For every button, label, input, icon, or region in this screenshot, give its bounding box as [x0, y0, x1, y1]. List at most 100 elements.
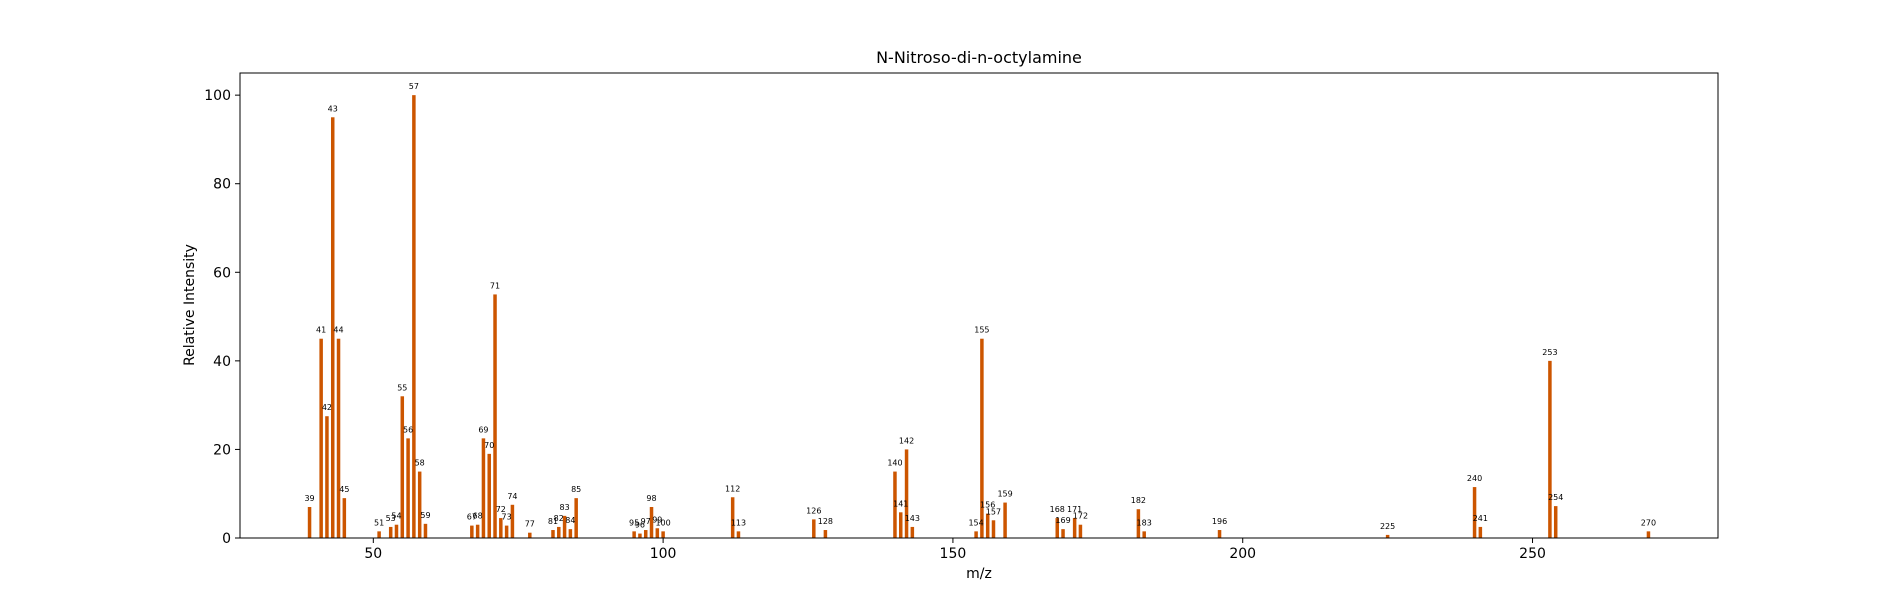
bar-label-mz-159: 159: [997, 490, 1012, 499]
bar-label-mz-99: 99: [652, 515, 662, 524]
bar-label-mz-70: 70: [484, 441, 494, 450]
bar-label-mz-45: 45: [339, 485, 349, 494]
bar-label-mz-182: 182: [1131, 496, 1146, 505]
bar-mz-143: [910, 526, 915, 538]
bar-label-mz-69: 69: [478, 425, 488, 434]
bar-mz-128: [823, 530, 828, 538]
bar-mz-85: [574, 498, 578, 538]
bar-label-mz-171: 171: [1067, 505, 1082, 514]
bar-label-mz-154: 154: [968, 518, 983, 527]
bar-label-mz-59: 59: [420, 511, 430, 520]
bar-label-mz-42: 42: [322, 403, 332, 412]
bar-mz-168: [1055, 518, 1059, 538]
bar-mz-39: [307, 507, 312, 538]
bar-label-mz-270: 270: [1641, 518, 1656, 527]
bar-label-mz-240: 240: [1467, 474, 1482, 483]
bar-label-mz-73: 73: [502, 513, 512, 522]
bar-mz-81: [551, 530, 555, 538]
bar-mz-41: [319, 338, 323, 538]
y-axis-ticks: 0 20 40 60 80 100: [204, 88, 240, 547]
bar-mz-171: [1072, 518, 1077, 538]
bar-mz-82: [557, 526, 561, 538]
bar-mz-100: [661, 531, 665, 538]
x-tick-label: 150: [940, 546, 967, 562]
bar-mz-241: [1478, 526, 1483, 538]
bar-mz-156: [985, 513, 990, 538]
x-axis-ticks: 50 100 150 200 250: [364, 538, 1546, 562]
bar-mz-253: [1548, 360, 1552, 538]
bar-label-mz-54: 54: [391, 512, 401, 521]
plot-frame: [239, 72, 1719, 539]
bar-mz-183: [1142, 531, 1146, 538]
y-tick-label: 0: [222, 531, 231, 547]
bar-mz-57: [412, 95, 416, 538]
bar-label-mz-71: 71: [490, 281, 500, 290]
bar-mz-53: [388, 526, 393, 538]
bar-label-mz-58: 58: [415, 459, 425, 468]
bar-label-mz-196: 196: [1212, 517, 1227, 526]
x-tick-label: 250: [1519, 546, 1546, 562]
bar-label-mz-51: 51: [374, 518, 384, 527]
bar-mz-72: [499, 518, 503, 538]
bar-label-mz-56: 56: [403, 425, 413, 434]
bar-mz-169: [1061, 529, 1065, 538]
bar-mz-67: [470, 525, 474, 538]
bar-label-mz-112: 112: [725, 484, 740, 493]
bar-mz-43: [330, 117, 335, 538]
bar-mz-254: [1553, 506, 1558, 538]
bar-label-mz-68: 68: [473, 512, 483, 521]
bar-label-mz-140: 140: [887, 459, 902, 468]
bar-label-mz-85: 85: [571, 485, 581, 494]
y-tick-label: 60: [213, 265, 231, 281]
bar-label-mz-83: 83: [559, 503, 569, 512]
bar-mz-74: [510, 504, 515, 538]
bar-mz-55: [400, 396, 405, 538]
bar-mz-142: [904, 449, 909, 538]
bar-label-mz-72: 72: [496, 505, 506, 514]
bar-label-mz-39: 39: [304, 494, 314, 503]
bar-mz-44: [336, 338, 341, 538]
bar-mz-270: [1646, 531, 1651, 538]
bar-label-mz-74: 74: [507, 492, 517, 501]
y-axis-label: Relative Intensity: [182, 244, 198, 366]
bar-mz-77: [528, 532, 532, 538]
bar-mz-99: [655, 528, 660, 538]
bar-label-mz-44: 44: [333, 326, 343, 335]
bar-mz-54: [394, 524, 399, 538]
bar-label-mz-84: 84: [565, 516, 575, 525]
bar-mz-70: [487, 453, 491, 538]
bar-label-mz-97: 97: [641, 517, 651, 526]
bar-mz-182: [1136, 509, 1141, 538]
bar-label-mz-225: 225: [1380, 522, 1395, 531]
x-axis-label: m/z: [966, 566, 992, 582]
bar-mz-196: [1217, 530, 1222, 538]
bar-mz-155: [980, 338, 984, 538]
bar-mz-112: [730, 497, 735, 538]
bar-mz-58: [417, 471, 422, 538]
bar-label-mz-254: 254: [1548, 493, 1563, 502]
bar-label-mz-168: 168: [1050, 505, 1065, 514]
bar-label-mz-77: 77: [525, 520, 535, 529]
bar-label-mz-157: 157: [986, 507, 1001, 516]
bar-label-mz-57: 57: [409, 82, 419, 91]
bar-label-mz-128: 128: [818, 517, 833, 526]
bar-mz-71: [493, 294, 497, 538]
bar-mz-73: [504, 525, 509, 538]
bar-label-mz-241: 241: [1473, 514, 1488, 523]
bar-label-mz-43: 43: [328, 104, 338, 113]
bar-mz-240: [1472, 487, 1477, 538]
bar-mz-154: [974, 531, 978, 538]
bar-mz-141: [899, 512, 903, 538]
bar-mz-98: [649, 507, 654, 538]
bar-label-mz-155: 155: [974, 326, 989, 335]
bar-label-mz-82: 82: [554, 514, 564, 523]
y-tick-label: 40: [213, 354, 231, 370]
bar-mz-56: [406, 438, 410, 538]
bar-mz-96: [638, 533, 642, 538]
bar-label-mz-96: 96: [635, 521, 645, 530]
bar-label-mz-95: 95: [629, 518, 639, 527]
bar-label-mz-98: 98: [646, 494, 656, 503]
